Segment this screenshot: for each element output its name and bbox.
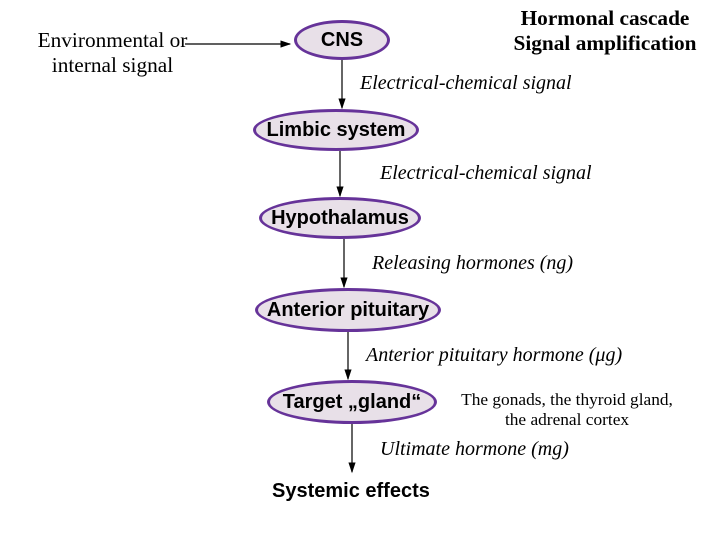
edge-label-e5: Ultimate hormone (mg) bbox=[380, 438, 569, 461]
edge-label-e3: Releasing hormones (ng) bbox=[372, 252, 573, 275]
node-target-gland: Target „gland“ bbox=[267, 380, 437, 424]
note-line1: The gonads, the thyroid gland, bbox=[461, 390, 673, 409]
node-cns: CNS bbox=[294, 20, 390, 60]
node-cns-label: CNS bbox=[321, 29, 363, 52]
note-line2: the adrenal cortex bbox=[505, 410, 629, 429]
node-anterior-pituitary: Anterior pituitary bbox=[255, 288, 441, 332]
edge-label-e3-text: Releasing hormones (ng) bbox=[372, 252, 573, 274]
edge-label-e4: Anterior pituitary hormone (μg) bbox=[366, 344, 622, 367]
edge-label-e2: Electrical-chemical signal bbox=[380, 162, 592, 185]
node-target-gland-label: Target „gland“ bbox=[283, 391, 422, 414]
node-anterior-pituitary-label: Anterior pituitary bbox=[267, 299, 429, 322]
edge-label-e2-text: Electrical-chemical signal bbox=[380, 162, 592, 184]
target-gland-note: The gonads, the thyroid gland, the adren… bbox=[452, 390, 682, 430]
edge-label-e1: Electrical-chemical signal bbox=[360, 72, 572, 95]
node-limbic-label: Limbic system bbox=[267, 119, 406, 142]
final-label: Systemic effects bbox=[272, 480, 430, 503]
node-hypothalamus-label: Hypothalamus bbox=[271, 207, 409, 230]
final-label-text: Systemic effects bbox=[272, 480, 430, 502]
edge-label-e4-text: Anterior pituitary hormone (μg) bbox=[366, 344, 622, 366]
edge-label-e1-text: Electrical-chemical signal bbox=[360, 72, 572, 94]
node-limbic: Limbic system bbox=[253, 109, 419, 151]
node-hypothalamus: Hypothalamus bbox=[259, 197, 421, 239]
edge-label-e5-text: Ultimate hormone (mg) bbox=[380, 438, 569, 460]
